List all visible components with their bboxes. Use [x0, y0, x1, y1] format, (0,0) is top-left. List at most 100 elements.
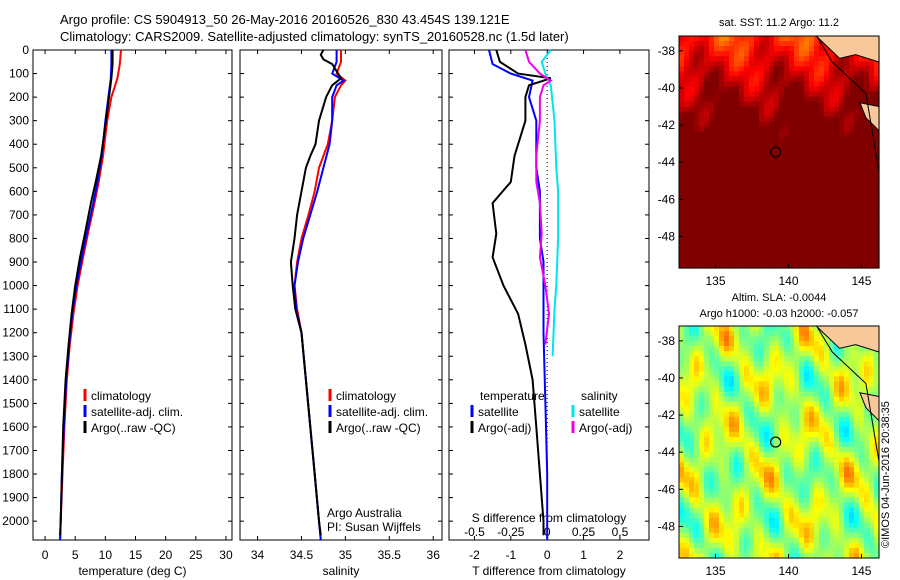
map-cell: [799, 457, 805, 463]
map-cell: [799, 346, 805, 352]
map-cell: [774, 537, 780, 544]
map-cell: [754, 462, 760, 468]
map-cell: [694, 366, 700, 372]
map-cell: [799, 202, 805, 209]
map-cell: [759, 482, 765, 488]
map-cell: [739, 467, 745, 473]
map-cell: [729, 457, 735, 463]
series-line: [488, 49, 549, 540]
map-cell: [759, 167, 765, 173]
map-cell: [694, 522, 700, 529]
map-cell: [824, 502, 830, 509]
map-cell: [784, 406, 790, 413]
map-cell: [749, 242, 755, 249]
map-cell: [854, 222, 860, 229]
map-cell: [814, 391, 820, 398]
map-cell: [829, 416, 835, 423]
map-cell: [734, 421, 740, 428]
map-cell: [684, 101, 690, 108]
map-cell: [864, 351, 870, 357]
map-cell: [714, 356, 720, 362]
map-cell: [769, 177, 775, 183]
map-cell: [844, 101, 850, 108]
map-cell: [854, 121, 860, 128]
map-cell: [854, 487, 860, 494]
map-cell: [844, 356, 850, 362]
map-cell: [749, 331, 755, 337]
map-cell: [714, 76, 720, 82]
map-cell: [869, 482, 875, 488]
map-cell: [859, 381, 865, 388]
map-cell: [714, 257, 720, 264]
map-cell: [684, 351, 690, 357]
map-cell: [764, 162, 770, 168]
map-cell: [704, 126, 710, 133]
map-cell: [704, 436, 710, 443]
map-cell: [819, 542, 825, 549]
map-cell: [749, 507, 755, 514]
map-cell: [784, 527, 790, 534]
map-cell: [784, 492, 790, 499]
map-cell: [754, 537, 760, 544]
map-cell: [849, 247, 855, 254]
map-cell: [799, 217, 805, 224]
x-tick-label: 20: [159, 548, 173, 562]
map-cell: [764, 141, 770, 148]
map-cell: [809, 46, 815, 52]
map-cell: [874, 416, 880, 423]
map-cell: [704, 467, 710, 473]
map-cell: [749, 71, 755, 77]
map-cell: [764, 477, 770, 483]
map-cell: [789, 152, 795, 158]
map-cell: [784, 252, 790, 259]
map-cell: [844, 131, 850, 138]
map-cell: [809, 61, 815, 67]
map-cell: [779, 167, 785, 173]
map-cell: [859, 442, 865, 448]
map-cell: [829, 131, 835, 138]
y-tick-label: 1000: [2, 279, 29, 293]
map-cell: [849, 116, 855, 123]
map-cell: [859, 157, 865, 163]
map-cell: [719, 167, 725, 173]
map-cell: [684, 406, 690, 413]
map-cell: [739, 472, 745, 478]
map-cell: [774, 477, 780, 483]
map-cell: [819, 492, 825, 499]
map-cell: [829, 396, 835, 403]
map-cell: [719, 331, 725, 337]
map-cell: [694, 356, 700, 362]
map-cell: [829, 116, 835, 123]
map-cell: [854, 66, 860, 72]
map-cell: [854, 86, 860, 93]
map-cell: [834, 477, 840, 483]
map-cell: [774, 421, 780, 428]
map-cell: [804, 116, 810, 123]
map-cell: [679, 157, 685, 163]
map-cell: [749, 477, 755, 483]
map-cell: [784, 336, 790, 342]
map-cell: [704, 507, 710, 514]
map-cell: [684, 71, 690, 77]
map-cell: [704, 96, 710, 103]
map-cell: [789, 462, 795, 468]
map-cell: [784, 361, 790, 367]
map-cell: [809, 452, 815, 458]
map-cell: [734, 532, 740, 539]
map-cell: [729, 162, 735, 168]
map-cell: [704, 152, 710, 158]
map-cell: [714, 56, 720, 62]
map-cell: [694, 346, 700, 352]
map-cell: [794, 457, 800, 463]
map-cell: [814, 197, 820, 204]
map-cell: [809, 56, 815, 62]
map-cell: [759, 462, 765, 468]
map-cell: [679, 401, 685, 408]
map-cell: [684, 157, 690, 163]
map-cell: [734, 217, 740, 224]
map-cell: [799, 182, 805, 188]
map-cell: [729, 462, 735, 468]
map-cell: [874, 497, 880, 504]
map-cell: [769, 497, 775, 504]
map-cell: [809, 346, 815, 352]
